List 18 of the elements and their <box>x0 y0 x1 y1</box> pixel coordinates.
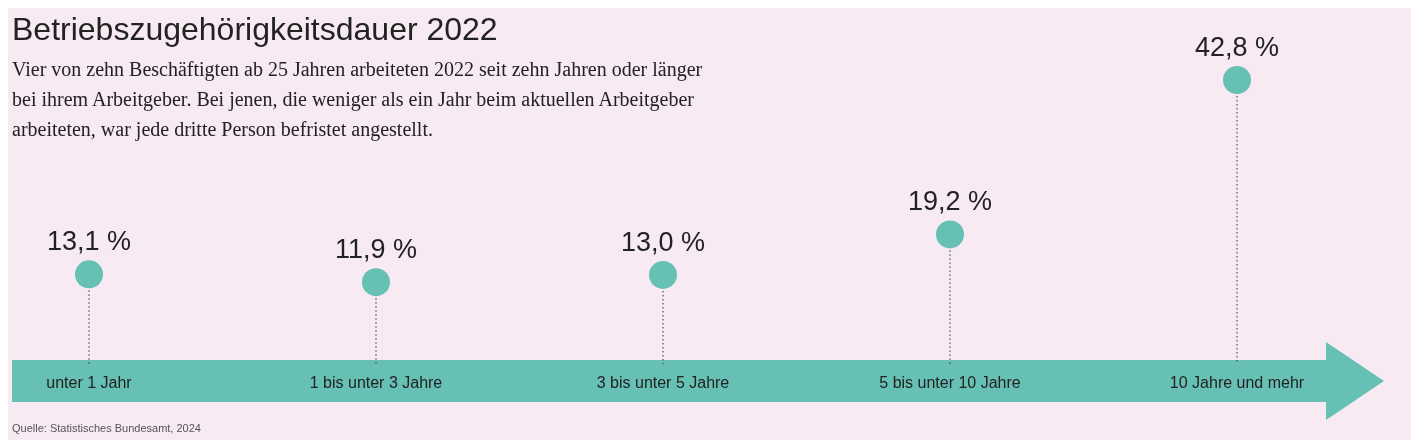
x-tick-label: unter 1 Jahr <box>46 374 133 391</box>
point <box>1223 66 1251 94</box>
data-label: 42,8 % <box>1194 32 1280 62</box>
point <box>649 260 677 289</box>
point <box>75 260 103 289</box>
data-label: 11,9 % <box>334 234 418 265</box>
data-label: 13,1 % <box>46 226 132 257</box>
chart-title: Betriebszugehörigkeitsdauer 2022 <box>12 11 498 47</box>
x-tick-label: 1 bis unter 3 Jahre <box>309 374 443 391</box>
point <box>936 220 964 249</box>
point <box>362 268 390 297</box>
chart-subtitle: Vier von zehn Beschäftigten ab 25 Jahren arbeiteten 2022 seit zehn Jahren oder länger bei ihrem Arbeitgeber. Bei jenen, die weniger als ein Jahr beim aktuellen Arbeitgeber arbeiteten, war jede dritte Person befristet angestellt. <box>12 58 703 141</box>
x-tick-label: 10 Jahre und mehr <box>1169 374 1305 391</box>
data-label: 19,2 % <box>907 186 993 217</box>
source-note: Quelle: Statistisches Bundesamt, 2024 <box>12 422 201 434</box>
x-tick-label: 3 bis unter 5 Jahre <box>596 374 730 391</box>
x-tick-label: 5 bis unter 10 Jahre <box>879 374 1021 391</box>
data-label: 13,0 % <box>620 226 706 257</box>
